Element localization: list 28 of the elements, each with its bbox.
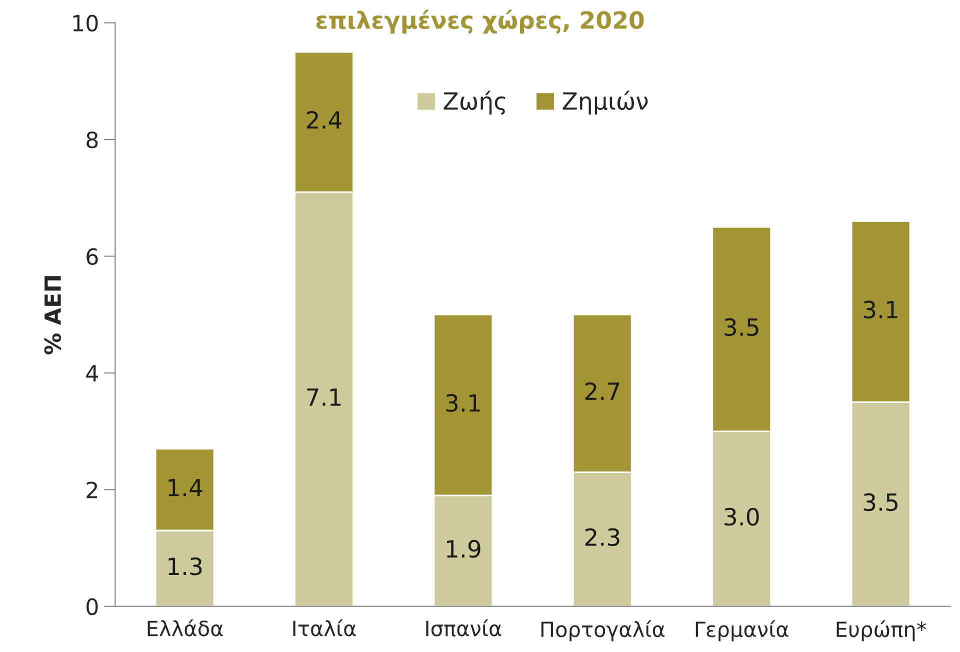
data-label: 1.3: [168, 557, 202, 576]
data-label: 2.7: [585, 382, 620, 400]
y-tick-label: 10: [73, 14, 98, 32]
data-label: 3.5: [864, 493, 898, 512]
y-tick-label: 4: [86, 365, 98, 382]
data-label: 3.5: [724, 318, 758, 336]
x-tick-label: Ελλάδα: [148, 619, 223, 636]
data-label: 7.1: [307, 388, 341, 406]
y-tick-label: 0: [86, 598, 98, 616]
y-tick-label: 6: [86, 248, 98, 265]
x-tick-label: Γερμανία: [696, 620, 788, 642]
x-tick-label: Ιταλία: [293, 619, 356, 636]
y-tick-label: 2: [86, 482, 97, 498]
y-tick-label: 8: [86, 131, 98, 148]
chart-title: επιλεγμένες χώρες, 2020: [316, 10, 644, 34]
data-label: 1.9: [447, 540, 480, 558]
legend-label: Ζημιών: [562, 90, 648, 115]
x-tick-label: Ευρώπη*: [836, 620, 926, 642]
x-tick-label: Ισπανία: [426, 619, 502, 636]
legend-label: Ζωής: [444, 90, 506, 115]
y-axis-title: % ΑΕΠ: [44, 276, 62, 354]
data-label: 2.4: [306, 111, 342, 129]
data-label: 1.4: [168, 478, 202, 496]
data-label: 2.3: [585, 528, 620, 546]
data-label: 3.0: [724, 508, 759, 526]
data-label: 3.1: [446, 394, 480, 412]
x-tick-label: Πορτογαλία: [541, 620, 664, 642]
data-label: 3.1: [864, 300, 898, 319]
